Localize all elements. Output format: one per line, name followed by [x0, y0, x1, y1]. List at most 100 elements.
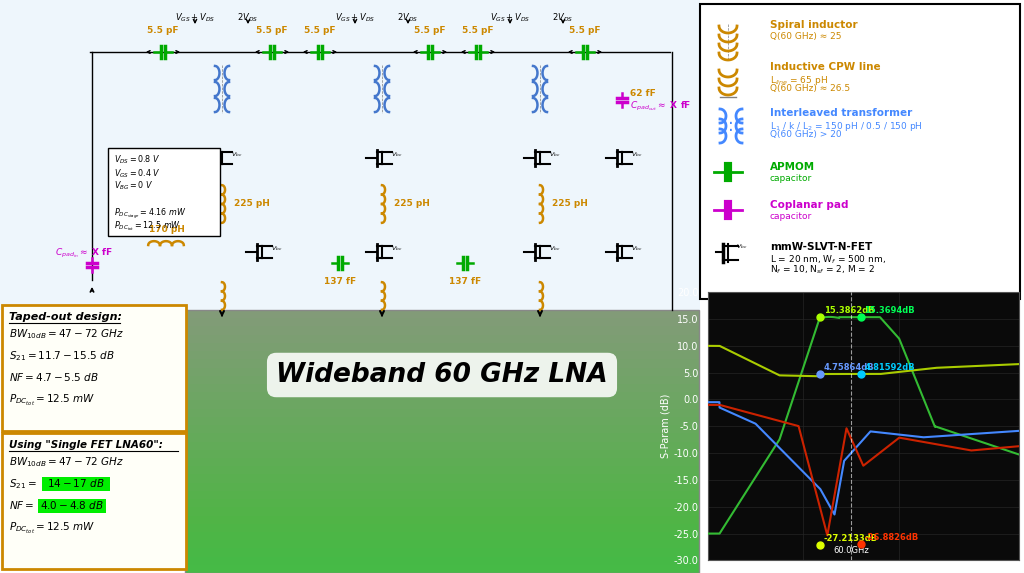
Text: $S_{21} = 11.7 - 15.5\ dB$: $S_{21} = 11.7 - 15.5\ dB$	[9, 349, 115, 363]
Bar	[185, 466, 699, 474]
Text: $V_{bc}$: $V_{bc}$	[631, 244, 642, 253]
Bar	[185, 482, 699, 491]
Text: L = 20 nm, W$_f$ = 500 nm,: L = 20 nm, W$_f$ = 500 nm,	[770, 254, 886, 266]
Bar	[185, 425, 699, 433]
Text: $P_{DC_{tot}} = 12.5\ mW$: $P_{DC_{tot}} = 12.5\ mW$	[114, 219, 181, 233]
Text: 170 pH: 170 pH	[150, 225, 185, 234]
Bar	[185, 310, 699, 318]
Text: $V_{BG} = 0\ V$: $V_{BG} = 0\ V$	[114, 180, 154, 193]
Text: $4.0 - 4.8\ dB$: $4.0 - 4.8\ dB$	[40, 499, 104, 511]
Bar	[185, 556, 699, 565]
Text: Interleaved transformer: Interleaved transformer	[770, 108, 912, 118]
Text: mmW-SLVT-N-FET: mmW-SLVT-N-FET	[770, 242, 872, 252]
Text: $V_{bc}$: $V_{bc}$	[736, 242, 748, 251]
Bar	[185, 392, 699, 401]
Text: 4.81592dB: 4.81592dB	[864, 363, 915, 371]
Bar	[185, 327, 699, 335]
Bar	[185, 524, 699, 532]
Text: 15.3862dB: 15.3862dB	[823, 306, 874, 315]
Text: 225 pH: 225 pH	[394, 199, 430, 209]
Text: Inductive CPW line: Inductive CPW line	[770, 62, 881, 72]
Text: 62 fF: 62 fF	[630, 88, 655, 97]
Text: 5.5 pF: 5.5 pF	[569, 26, 601, 35]
Text: $14 - 17\ dB$: $14 - 17\ dB$	[47, 477, 104, 489]
Text: Taped-out design:: Taped-out design:	[9, 312, 122, 322]
Bar	[185, 367, 699, 376]
Text: 225 pH: 225 pH	[234, 199, 270, 209]
Text: :: :	[728, 117, 734, 135]
Bar	[185, 401, 699, 409]
Text: $P_{DC_{stage}} = 4.16\ mW$: $P_{DC_{stage}} = 4.16\ mW$	[114, 206, 186, 221]
Text: Wideband 60 GHz LNA: Wideband 60 GHz LNA	[276, 362, 608, 388]
Bar	[185, 491, 699, 499]
Bar	[185, 565, 699, 573]
Text: Coplanar pad: Coplanar pad	[770, 200, 849, 210]
Bar	[185, 409, 699, 417]
Text: $V_{bc}$: $V_{bc}$	[391, 244, 402, 253]
Bar	[185, 310, 699, 573]
Text: N$_f$ = 10, N$_{sf}$ = 2, M = 2: N$_f$ = 10, N$_{sf}$ = 2, M = 2	[770, 264, 874, 277]
Text: 5.5 pF: 5.5 pF	[256, 26, 288, 35]
Text: Spiral inductor: Spiral inductor	[770, 20, 858, 30]
Text: capacitor: capacitor	[770, 174, 812, 183]
Text: 60.0GHz: 60.0GHz	[834, 546, 869, 555]
Text: $V_{GS}+V_{DS}$: $V_{GS}+V_{DS}$	[335, 12, 375, 25]
Text: 4.75864dB: 4.75864dB	[823, 363, 874, 372]
Bar	[185, 351, 699, 359]
Text: 137 fF: 137 fF	[324, 277, 356, 286]
Bar	[185, 384, 699, 392]
Text: $V_{bc}$: $V_{bc}$	[391, 150, 402, 159]
Text: -27.2133dB: -27.2133dB	[823, 534, 878, 543]
Bar	[700, 4, 1020, 299]
Text: $NF = 4.7 - 5.5\ dB$: $NF = 4.7 - 5.5\ dB$	[9, 371, 99, 383]
Y-axis label: S-Param (dB): S-Param (dB)	[660, 394, 671, 458]
Text: Q(60 GHz) > 20: Q(60 GHz) > 20	[770, 130, 842, 139]
Bar	[185, 343, 699, 351]
Text: 5.5 pF: 5.5 pF	[147, 26, 179, 35]
Bar	[42, 477, 110, 491]
Text: $P_{DC_{tot}} = 12.5\ mW$: $P_{DC_{tot}} = 12.5\ mW$	[9, 393, 95, 408]
Text: $V_{bc}$: $V_{bc}$	[631, 150, 642, 159]
Text: Q(60 GHz) ≈ 25: Q(60 GHz) ≈ 25	[770, 32, 842, 41]
Bar	[185, 335, 699, 343]
Bar	[185, 548, 699, 556]
Text: $V_{GS} = 0.4\ V$: $V_{GS} = 0.4\ V$	[114, 167, 161, 179]
FancyBboxPatch shape	[108, 148, 220, 236]
Text: Q(60 GHz) ≈ 26.5: Q(60 GHz) ≈ 26.5	[770, 84, 850, 93]
Text: $BW_{10dB} = 47 - 72\ GHz$: $BW_{10dB} = 47 - 72\ GHz$	[9, 327, 124, 341]
Text: $V_{bc}$: $V_{bc}$	[230, 150, 243, 159]
Text: $V_{bc}$: $V_{bc}$	[549, 244, 560, 253]
Text: $NF = $: $NF = $	[9, 499, 35, 511]
Bar	[185, 433, 699, 442]
Text: $C_{pad_{in}} \approx$ X fF: $C_{pad_{in}} \approx$ X fF	[55, 247, 113, 260]
Text: $S_{21} = $: $S_{21} = $	[9, 477, 37, 491]
Bar	[0, 0, 700, 310]
Bar	[185, 507, 699, 516]
Text: $V_{GS}+V_{DS}$: $V_{GS}+V_{DS}$	[175, 12, 215, 25]
FancyBboxPatch shape	[2, 433, 186, 569]
Text: $C_{pad_{out}} \approx$ X fF: $C_{pad_{out}} \approx$ X fF	[630, 99, 691, 113]
Bar	[185, 450, 699, 458]
Text: $V_{DS} = 0.8\ V$: $V_{DS} = 0.8\ V$	[114, 154, 161, 167]
Bar	[38, 499, 106, 513]
Text: $V_{bc}$: $V_{bc}$	[549, 150, 560, 159]
Bar	[185, 499, 699, 507]
Bar	[185, 516, 699, 524]
Text: 15.3694dB: 15.3694dB	[864, 306, 915, 315]
Text: 225 pH: 225 pH	[552, 199, 588, 209]
Bar	[185, 417, 699, 425]
Text: $2V_{DS}$: $2V_{DS}$	[552, 12, 573, 25]
Text: $P_{DC_{tot}} = 12.5\ mW$: $P_{DC_{tot}} = 12.5\ mW$	[9, 521, 95, 536]
Bar	[185, 474, 699, 482]
Text: 5.5 pF: 5.5 pF	[462, 26, 494, 35]
Bar	[185, 442, 699, 450]
Bar	[185, 540, 699, 548]
Text: $V_{GS}+V_{DS}$: $V_{GS}+V_{DS}$	[489, 12, 530, 25]
Text: $2V_{DS}$: $2V_{DS}$	[238, 12, 258, 25]
Text: L$_{line}$ = 65 pH: L$_{line}$ = 65 pH	[770, 74, 827, 87]
Text: 5.5 pF: 5.5 pF	[415, 26, 445, 35]
Bar	[185, 318, 699, 327]
Text: capacitor: capacitor	[770, 212, 812, 221]
Bar	[185, 376, 699, 384]
Text: Using "Single FET LNA60":: Using "Single FET LNA60":	[9, 440, 163, 450]
